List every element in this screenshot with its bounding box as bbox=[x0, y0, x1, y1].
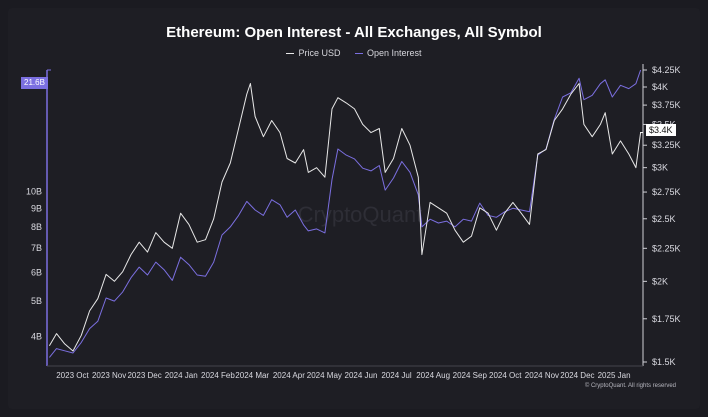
open-interest-current-badge: 21.6B bbox=[21, 77, 48, 89]
right-tick-label: $2.75K bbox=[652, 187, 681, 197]
price-line bbox=[48, 83, 642, 352]
x-tick-label: 2024 Jan bbox=[165, 371, 198, 380]
left-tick-label: 9B bbox=[31, 203, 42, 213]
x-tick-label: 2024 Mar bbox=[235, 371, 269, 380]
x-tick-label: 2025 Jan bbox=[598, 371, 631, 380]
chart-title: Ethereum: Open Interest - All Exchanges,… bbox=[166, 24, 542, 41]
legend-swatch-open-interest bbox=[354, 53, 363, 55]
left-tick-label: 4B bbox=[31, 331, 42, 341]
x-tick-label: 2024 Jun bbox=[345, 371, 378, 380]
chart-panel bbox=[8, 8, 700, 409]
right-tick-label: $3K bbox=[652, 163, 668, 173]
left-tick-label: 5B bbox=[31, 296, 42, 306]
x-tick-label: 2024 Feb bbox=[201, 371, 235, 380]
right-tick-label: $1.5K bbox=[652, 357, 676, 367]
right-tick-label: $2K bbox=[652, 276, 668, 286]
x-tick-label: 2024 Aug bbox=[416, 371, 450, 380]
x-tick-label: 2024 Jul bbox=[381, 371, 411, 380]
x-tick-label: 2024 May bbox=[307, 371, 342, 380]
chart-legend: Price USD Open Interest bbox=[0, 48, 708, 58]
x-tick-label: 2024 Nov bbox=[525, 371, 559, 380]
right-tick-label: $3.75K bbox=[652, 100, 681, 110]
legend-swatch-price bbox=[286, 53, 295, 55]
legend-label-price: Price USD bbox=[298, 48, 341, 58]
x-tick-label: 2024 Sep bbox=[453, 371, 488, 380]
legend-label-open-interest: Open Interest bbox=[366, 48, 422, 58]
legend-item-open-interest[interactable]: Open Interest bbox=[354, 48, 422, 58]
right-tick-label: $1.75K bbox=[652, 314, 681, 324]
right-tick-label: $2.5K bbox=[652, 214, 676, 224]
copyright-notice: © CryptoQuant. All rights reserved bbox=[584, 383, 676, 389]
right-tick-label: $2.25K bbox=[652, 243, 681, 253]
right-tick-label: $3.25K bbox=[652, 140, 681, 150]
x-tick-label: 2024 Oct bbox=[489, 371, 522, 380]
right-tick-label: $4.25K bbox=[652, 65, 681, 75]
left-tick-label: 10B bbox=[26, 187, 42, 197]
x-tick-label: 2023 Oct bbox=[56, 371, 89, 380]
price-current-badge: $3.4K bbox=[646, 124, 676, 136]
right-tick-label: $4K bbox=[652, 82, 668, 92]
left-tick-label: 7B bbox=[31, 243, 42, 253]
left-tick-label: 6B bbox=[31, 267, 42, 277]
x-tick-label: 2024 Dec bbox=[560, 371, 594, 380]
x-tick-label: 2024 Apr bbox=[273, 371, 305, 380]
x-tick-label: 2023 Nov bbox=[92, 371, 126, 380]
left-tick-label: 8B bbox=[31, 222, 42, 232]
legend-item-price[interactable]: Price USD bbox=[286, 48, 340, 58]
x-tick-label: 2023 Dec bbox=[127, 371, 161, 380]
watermark: CryptoQuant bbox=[298, 202, 423, 227]
